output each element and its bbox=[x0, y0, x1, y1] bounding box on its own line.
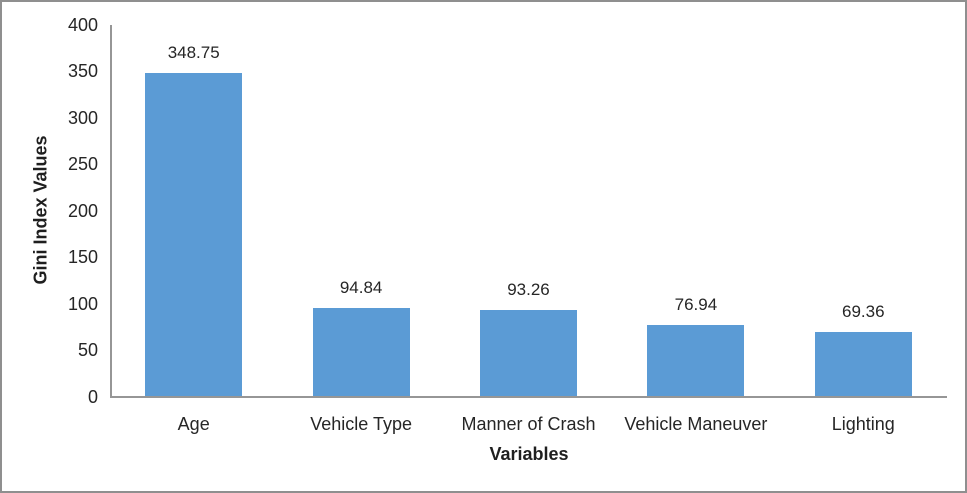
bar-value-label: 93.26 bbox=[507, 279, 550, 299]
y-tick-label: 50 bbox=[77, 340, 98, 361]
category-label: Manner of Crash bbox=[461, 414, 596, 434]
category-label: Vehicle Maneuver bbox=[624, 414, 768, 434]
bar-value-label: 69.36 bbox=[842, 302, 885, 322]
y-tick-label: 200 bbox=[67, 200, 98, 221]
bar bbox=[312, 308, 410, 397]
category-label: Age bbox=[177, 414, 210, 434]
category-label: Vehicle Type bbox=[310, 414, 412, 434]
category-label: Lighting bbox=[831, 414, 895, 434]
bar-value-label: 94.84 bbox=[339, 278, 383, 298]
bar bbox=[647, 325, 745, 397]
bar-value-label: 76.94 bbox=[674, 295, 718, 315]
bar-value-label: 348.75 bbox=[167, 42, 220, 62]
y-tick-label: 400 bbox=[67, 15, 98, 35]
x-axis-line bbox=[110, 395, 947, 398]
y-tick-label: 0 bbox=[87, 386, 98, 407]
y-tick-label: 100 bbox=[67, 293, 98, 314]
y-tick-label: 250 bbox=[67, 154, 98, 175]
bar bbox=[814, 332, 912, 397]
y-tick-label: 350 bbox=[67, 61, 98, 82]
x-axis-title: Variables bbox=[489, 444, 569, 464]
y-tick-label: 150 bbox=[67, 247, 98, 268]
bar bbox=[480, 309, 577, 397]
bar bbox=[145, 72, 243, 397]
y-axis-line bbox=[110, 25, 112, 398]
y-tick-label: 300 bbox=[67, 107, 98, 128]
